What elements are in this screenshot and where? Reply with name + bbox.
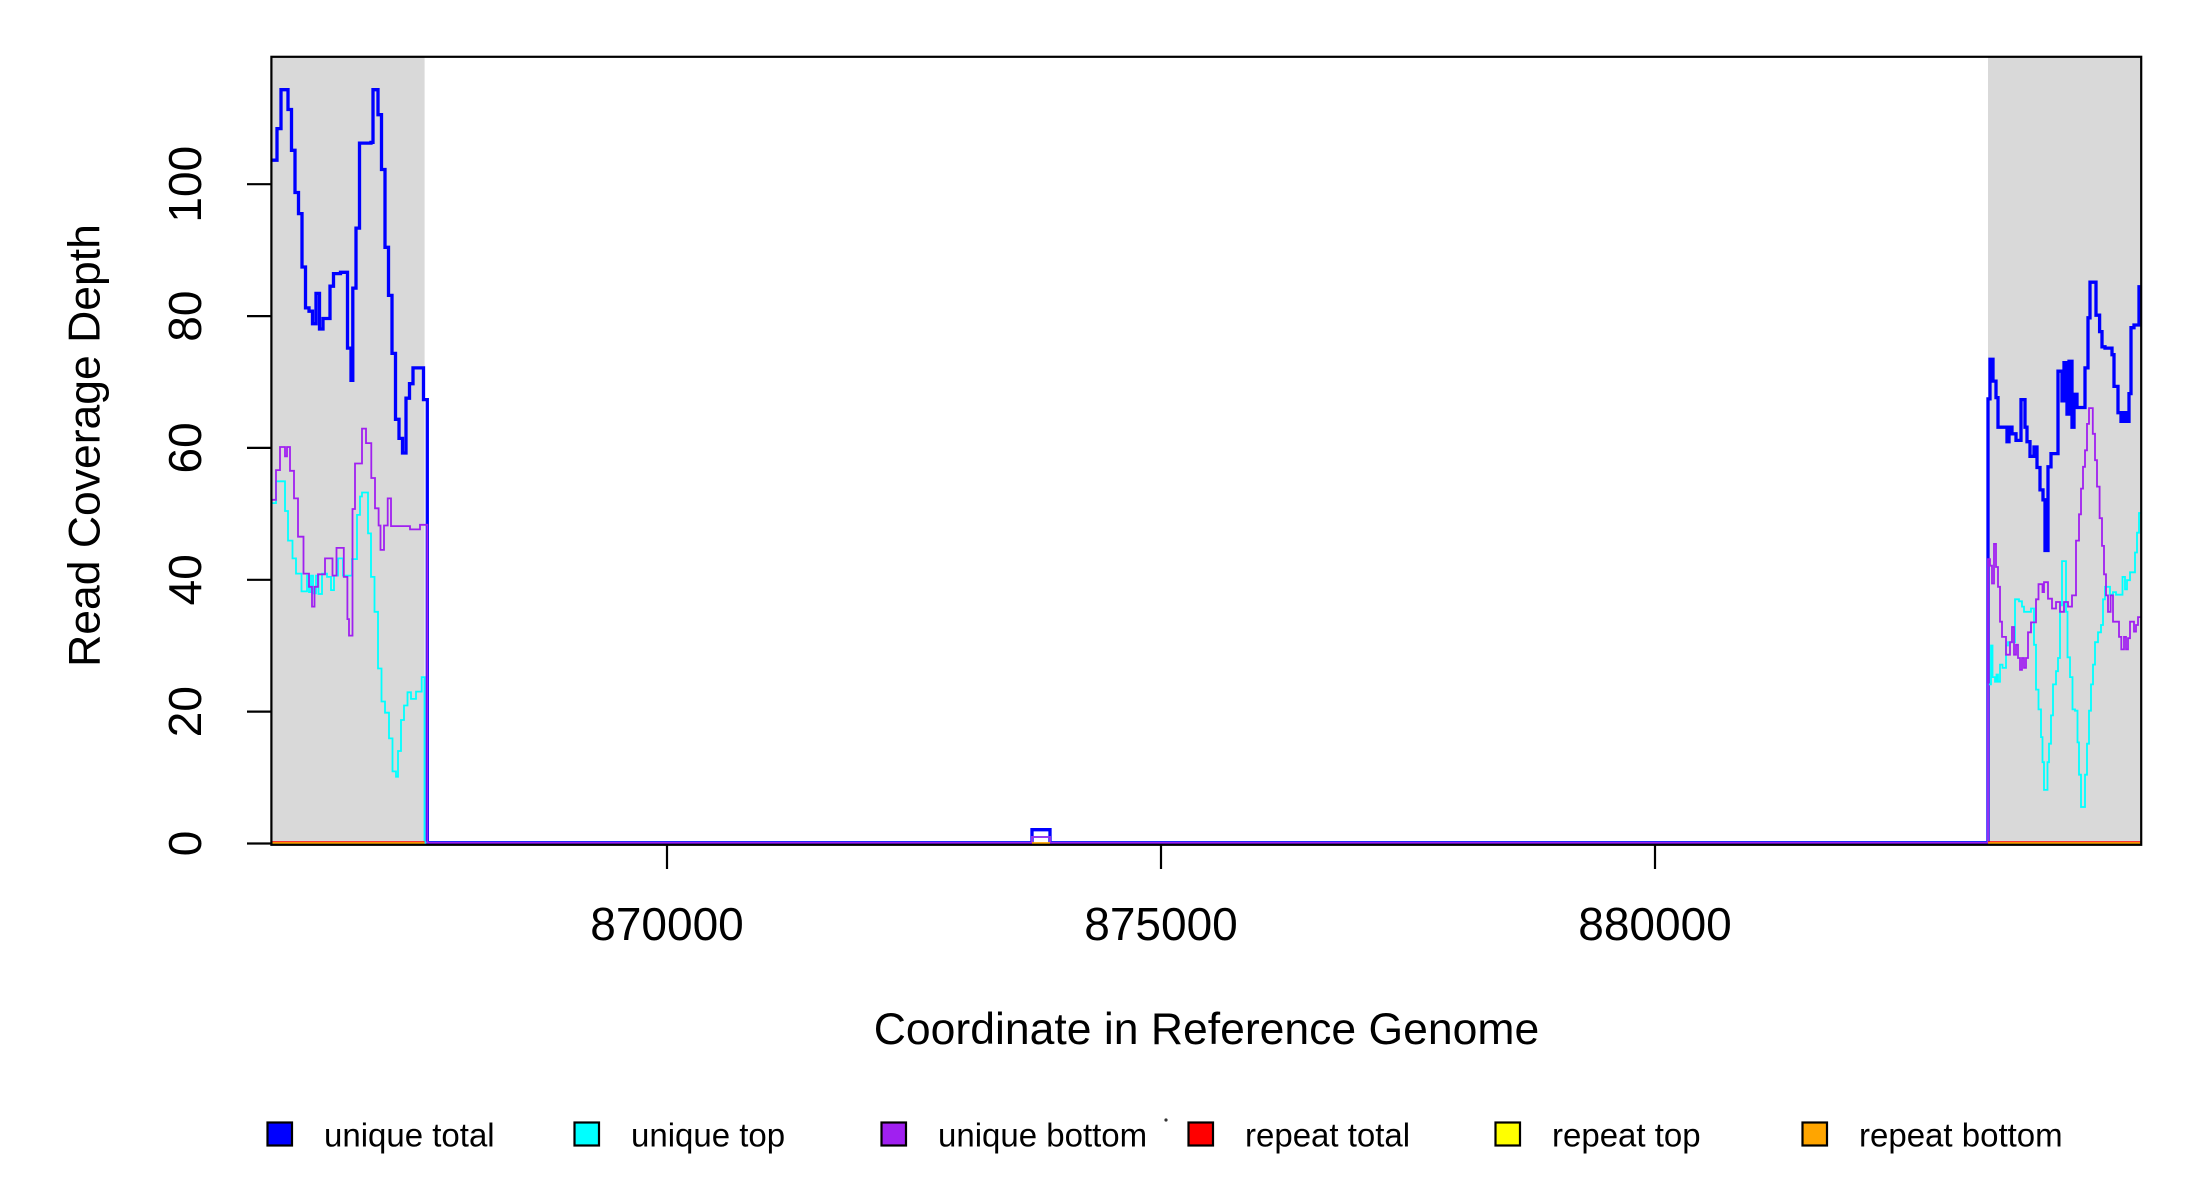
svg-text:20: 20 (159, 686, 211, 737)
svg-text:repeat top: repeat top (1552, 1117, 1701, 1154)
svg-text:40: 40 (159, 554, 211, 605)
svg-text:875000: 875000 (1084, 898, 1238, 950)
svg-text:60: 60 (159, 422, 211, 473)
svg-text:80: 80 (159, 291, 211, 342)
svg-text:repeat total: repeat total (1245, 1117, 1410, 1154)
svg-text:880000: 880000 (1578, 898, 1732, 950)
svg-text:unique total: unique total (324, 1117, 495, 1154)
svg-text:100: 100 (159, 146, 211, 223)
svg-text:repeat bottom: repeat bottom (1859, 1117, 2063, 1154)
svg-text:0: 0 (159, 831, 211, 857)
svg-text:unique bottom: unique bottom (938, 1117, 1147, 1154)
svg-text:870000: 870000 (590, 898, 744, 950)
svg-text:unique top: unique top (631, 1117, 785, 1154)
svg-text:Read Coverage Depth: Read Coverage Depth (61, 224, 110, 667)
svg-text:Coordinate in Reference Genome: Coordinate in Reference Genome (874, 1005, 1539, 1054)
